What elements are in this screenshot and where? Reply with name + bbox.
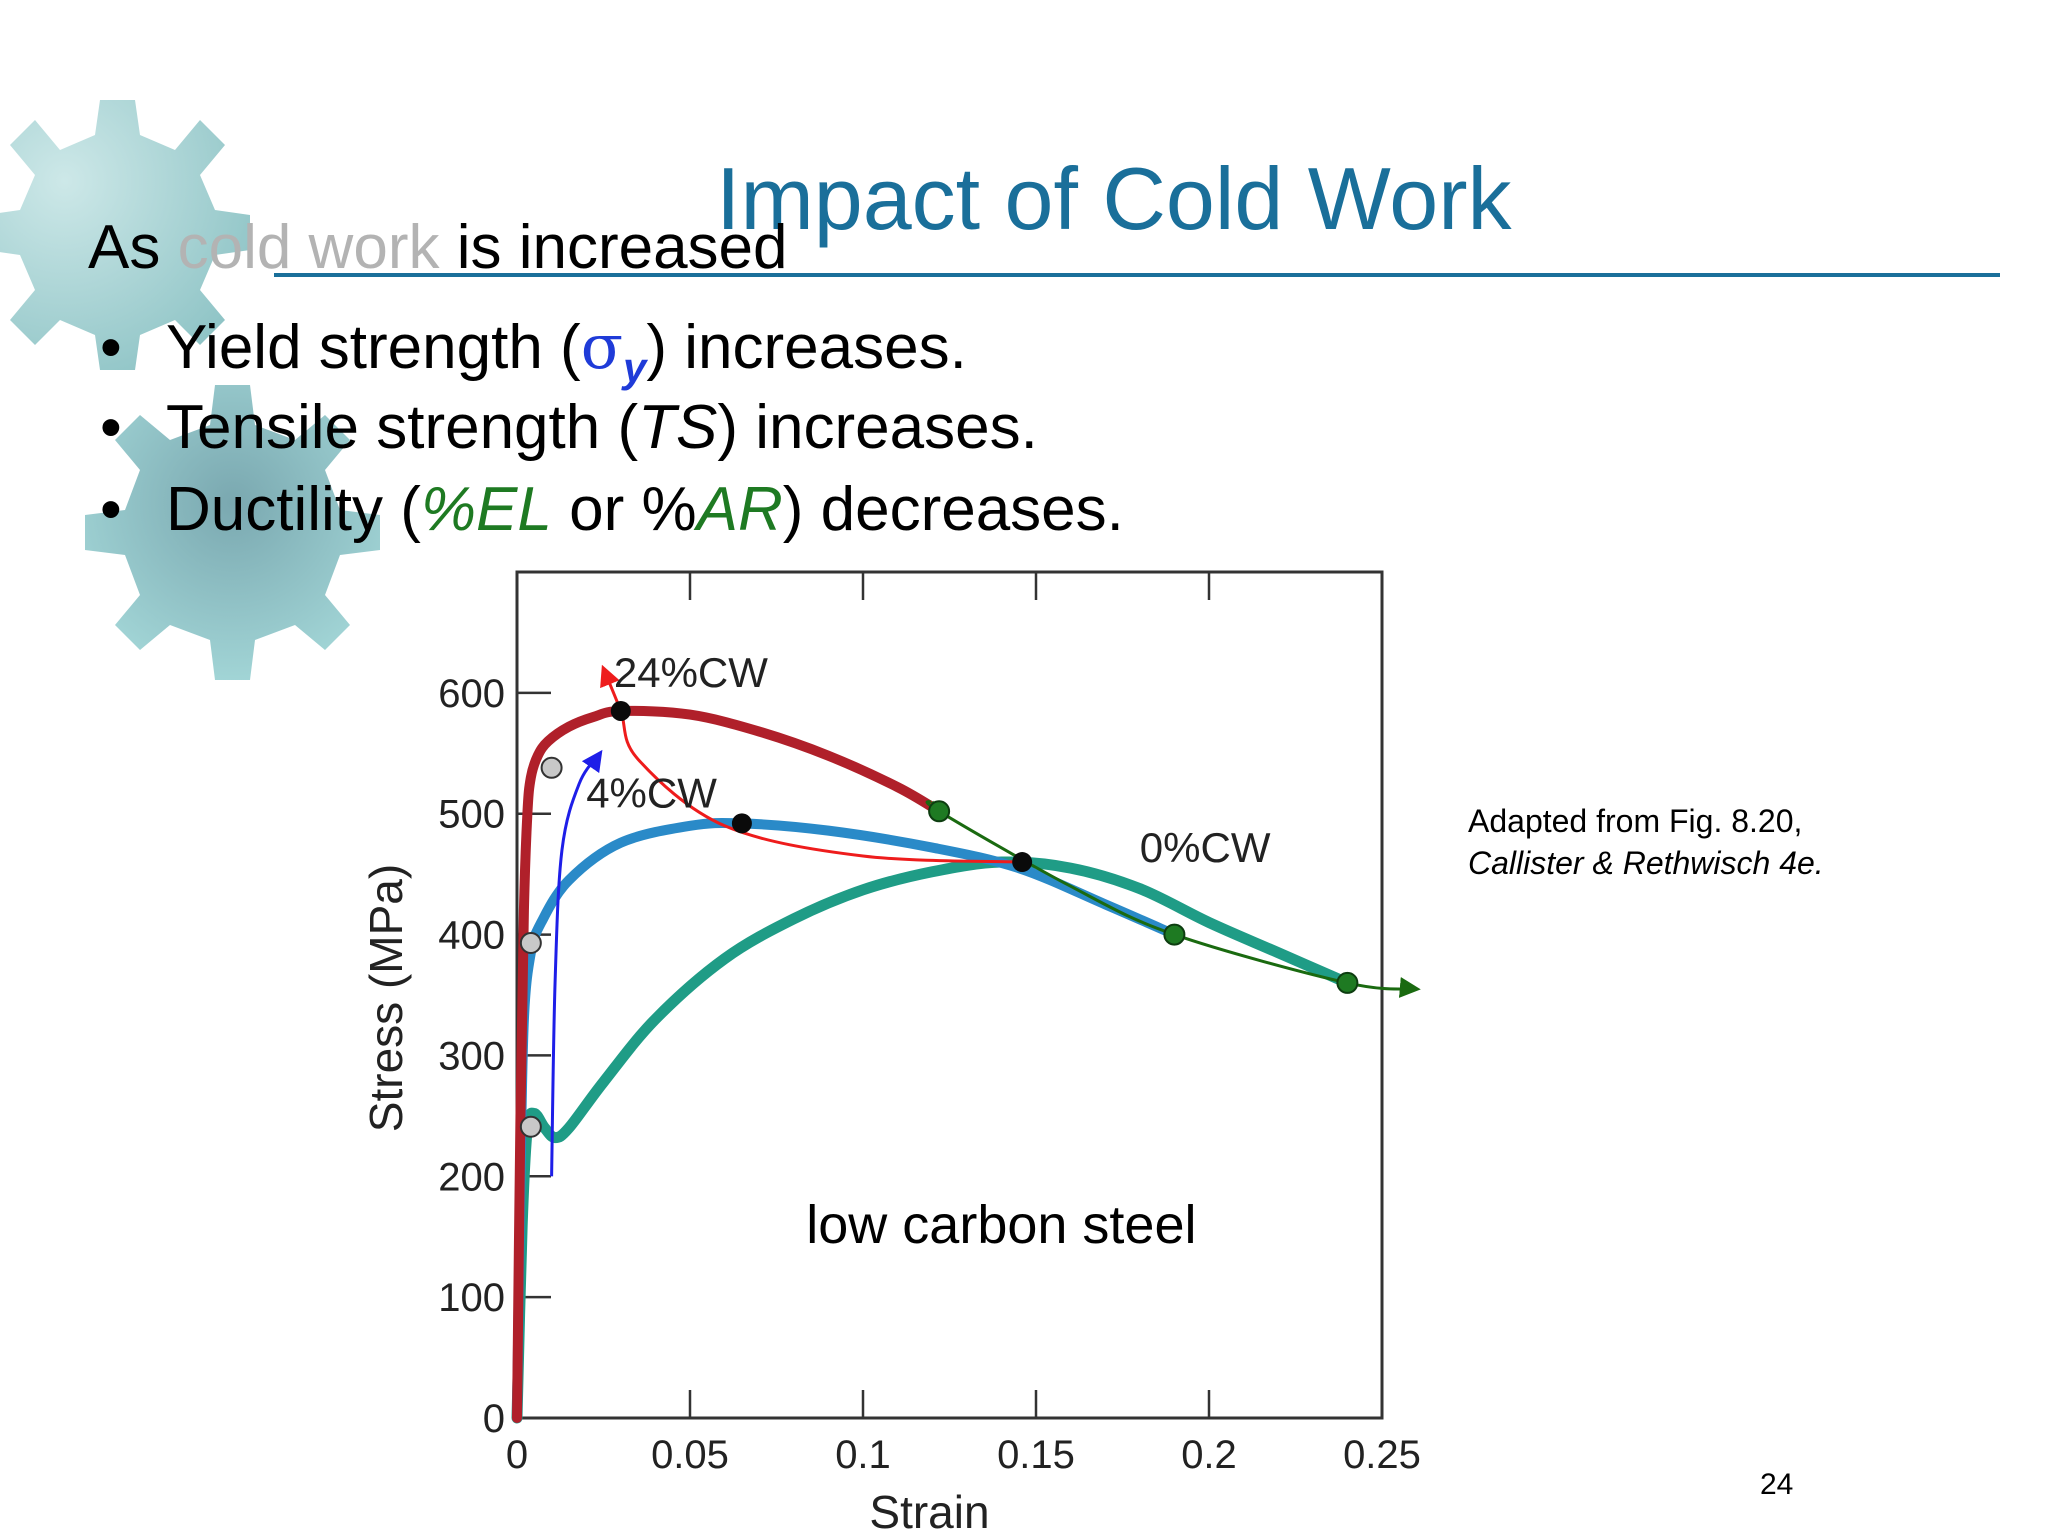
bullet-text-mid: or % bbox=[551, 475, 697, 544]
y-tick-label: 200 bbox=[438, 1155, 505, 1199]
y-tick-label: 500 bbox=[438, 793, 505, 837]
page-number: 24 bbox=[1760, 1468, 1794, 1501]
slide-title: Impact of Cold Work bbox=[716, 149, 1512, 248]
bullet-text-pre: Ductility ( bbox=[166, 475, 421, 544]
y-tick-label: 600 bbox=[438, 672, 505, 716]
ts-abbrev: TS bbox=[638, 393, 718, 462]
bullet-yield-strength: • Yield strength (σy) increases. bbox=[100, 310, 967, 391]
sigma-symbol: σ bbox=[580, 310, 624, 383]
x-tick-label: 0.25 bbox=[1343, 1433, 1421, 1477]
yield-point-marker bbox=[519, 1115, 542, 1138]
bullet-ductility: • Ductility (%EL or %AR) decreases. bbox=[100, 474, 1124, 545]
figure-credit: Adapted from Fig. 8.20, Callister & Reth… bbox=[1468, 800, 1824, 884]
y-tick-label: 300 bbox=[438, 1034, 505, 1078]
series-label: 24%CW bbox=[614, 649, 768, 696]
x-tick-label: 0.2 bbox=[1181, 1433, 1237, 1477]
tensile-strength-marker bbox=[731, 813, 752, 834]
lead-text: As cold work is increased bbox=[88, 212, 788, 283]
x-tick-label: 0.1 bbox=[835, 1433, 891, 1477]
title-underline bbox=[274, 273, 2000, 277]
lead-suffix: is increased bbox=[439, 213, 788, 282]
x-tick-label: 0.05 bbox=[651, 1433, 729, 1477]
y-tick-label: 400 bbox=[438, 914, 505, 958]
bullet-text-pre: Yield strength ( bbox=[166, 313, 581, 382]
yield-point-marker bbox=[519, 932, 542, 955]
y-axis-label: Stress (MPa) bbox=[360, 864, 412, 1132]
bullet-marker: • bbox=[100, 475, 122, 544]
series-label: 4%CW bbox=[586, 770, 717, 817]
x-tick-label: 0 bbox=[506, 1433, 528, 1477]
sigma-subscript: y bbox=[623, 344, 647, 391]
series-label: 0%CW bbox=[1140, 824, 1271, 871]
credit-line-1: Adapted from Fig. 8.20, bbox=[1468, 803, 1803, 839]
large-gear-icon bbox=[0, 100, 250, 370]
plot-frame bbox=[515, 570, 1384, 1420]
tensile-strength-marker bbox=[1012, 852, 1033, 873]
y-tick-label: 100 bbox=[438, 1276, 505, 1320]
ar-abbrev: AR bbox=[696, 475, 783, 544]
series-line-24pct-cw bbox=[512, 705, 945, 1423]
series-line-0pct-cw bbox=[511, 856, 1353, 1424]
el-abbrev: %EL bbox=[420, 475, 552, 544]
bullet-text-post: ) increases. bbox=[646, 313, 967, 382]
ductility-marker bbox=[1336, 971, 1359, 994]
gear-decoration bbox=[0, 100, 380, 680]
bullet-text-pre: Tensile strength ( bbox=[166, 393, 639, 462]
yield-trend-arrow bbox=[550, 749, 603, 1177]
credit-line-2: Callister & Rethwisch 4e. bbox=[1468, 845, 1824, 881]
lead-prefix: As bbox=[88, 213, 178, 282]
lead-gray-text: cold work bbox=[177, 213, 440, 282]
x-axis-label: Strain bbox=[869, 1486, 989, 1536]
tensile-strength-marker bbox=[610, 700, 631, 721]
series-line-4pct-cw bbox=[512, 817, 1180, 1423]
small-gear-icon bbox=[85, 385, 380, 680]
ductility-marker bbox=[1163, 923, 1186, 946]
y-tick-label: 0 bbox=[483, 1397, 505, 1441]
yield-point-marker bbox=[540, 756, 563, 779]
ductility-marker bbox=[928, 800, 951, 823]
bullet-marker: • bbox=[100, 313, 122, 382]
x-tick-label: 0.15 bbox=[997, 1433, 1075, 1477]
chart-annotation: low carbon steel bbox=[806, 1195, 1196, 1255]
bullet-marker: • bbox=[100, 393, 122, 462]
bullet-text-post: ) increases. bbox=[717, 393, 1038, 462]
bullet-text-post: ) decreases. bbox=[782, 475, 1124, 544]
bullet-tensile-strength: • Tensile strength (TS) increases. bbox=[100, 392, 1038, 463]
